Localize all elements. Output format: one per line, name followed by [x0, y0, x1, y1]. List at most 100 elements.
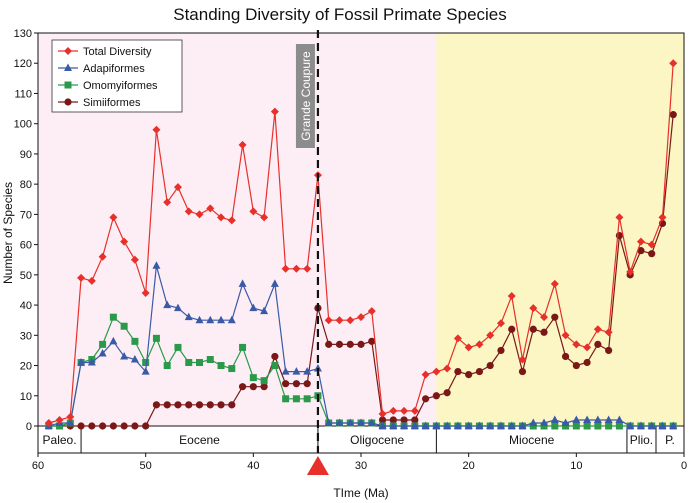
data-point [572, 415, 581, 423]
data-point [357, 418, 365, 426]
data-point [551, 313, 559, 321]
data-point [282, 380, 290, 388]
data-point [152, 334, 160, 342]
data-point [228, 365, 236, 373]
data-point [626, 267, 635, 276]
data-point [421, 421, 430, 429]
data-point [378, 416, 387, 424]
data-point [540, 422, 548, 430]
y-tick-label: 100 [14, 119, 32, 131]
data-point [173, 183, 182, 192]
data-point [529, 325, 537, 333]
data-point [529, 422, 537, 430]
background-regions [38, 33, 684, 426]
data-point [410, 406, 419, 415]
y-tick-label: 60 [20, 240, 32, 252]
data-point [163, 401, 171, 409]
data-point [238, 140, 247, 149]
data-point [64, 63, 72, 71]
data-point [87, 276, 96, 285]
data-point [227, 315, 236, 324]
data-point [540, 328, 548, 336]
y-tick-label: 70 [20, 209, 32, 221]
data-point [99, 340, 107, 348]
data-point [636, 421, 645, 429]
data-point [120, 422, 128, 430]
data-point [357, 340, 365, 348]
data-point [604, 415, 613, 423]
data-point [497, 346, 505, 355]
data-point [411, 416, 419, 424]
data-point [615, 422, 623, 430]
data-point [486, 361, 494, 370]
data-point [443, 364, 452, 373]
data-point [518, 367, 527, 376]
data-point [464, 343, 473, 352]
data-point [551, 422, 559, 430]
data-point [518, 421, 527, 429]
data-point [367, 307, 376, 316]
legend-label: Omomyiformes [83, 80, 158, 92]
data-point [163, 362, 171, 370]
data-point [583, 358, 591, 367]
x-tick-label: 20 [463, 460, 475, 472]
x-tick-label: 40 [247, 460, 259, 472]
data-point [475, 340, 484, 349]
data-point [99, 422, 107, 430]
data-point [66, 418, 75, 426]
data-point [647, 240, 656, 249]
data-point [152, 261, 161, 269]
data-point [593, 325, 602, 334]
data-point [540, 418, 549, 426]
data-point [593, 415, 602, 423]
data-point [432, 367, 441, 376]
data-point [432, 421, 441, 429]
data-point [292, 395, 300, 403]
data-point [550, 279, 559, 288]
data-point [400, 416, 408, 424]
data-point [346, 316, 355, 325]
data-point [195, 210, 204, 219]
data-point [594, 340, 602, 348]
y-tick-label: 0 [26, 421, 32, 433]
data-point [303, 264, 312, 273]
data-point [260, 306, 269, 315]
data-point [260, 383, 268, 391]
data-point [260, 213, 269, 222]
data-point [496, 319, 505, 328]
data-point [64, 47, 72, 55]
data-point [561, 331, 570, 340]
data-point [185, 401, 193, 409]
data-point [303, 395, 311, 403]
data-point [400, 406, 409, 415]
data-point [142, 422, 150, 430]
data-point [195, 401, 204, 409]
data-point [260, 377, 268, 385]
data-point [648, 250, 656, 258]
data-point [637, 247, 645, 255]
y-tick-label: 40 [20, 300, 32, 312]
data-point [270, 279, 279, 287]
annotation-layer: Grande Coupure [295, 30, 329, 475]
legend: Total Diversity Adapiformes Omomyiformes Si… [51, 39, 183, 113]
data-point [389, 406, 398, 415]
data-point [346, 340, 354, 348]
x-tick-label: 0 [681, 460, 687, 472]
data-point [249, 303, 258, 312]
data-point [98, 252, 107, 261]
data-point [464, 421, 473, 429]
legend-label: Total Diversity [83, 46, 152, 58]
data-point [443, 389, 451, 397]
data-point [185, 359, 193, 367]
data-point [669, 421, 678, 429]
data-point [173, 303, 182, 312]
y-tick-label: 50 [20, 270, 32, 282]
data-point [77, 273, 86, 282]
data-point [421, 370, 430, 379]
y-tick-label: 80 [20, 179, 32, 191]
data-point [313, 364, 322, 372]
y-tick-label: 130 [14, 28, 32, 40]
data-point [66, 412, 75, 421]
series-layer [44, 59, 678, 430]
